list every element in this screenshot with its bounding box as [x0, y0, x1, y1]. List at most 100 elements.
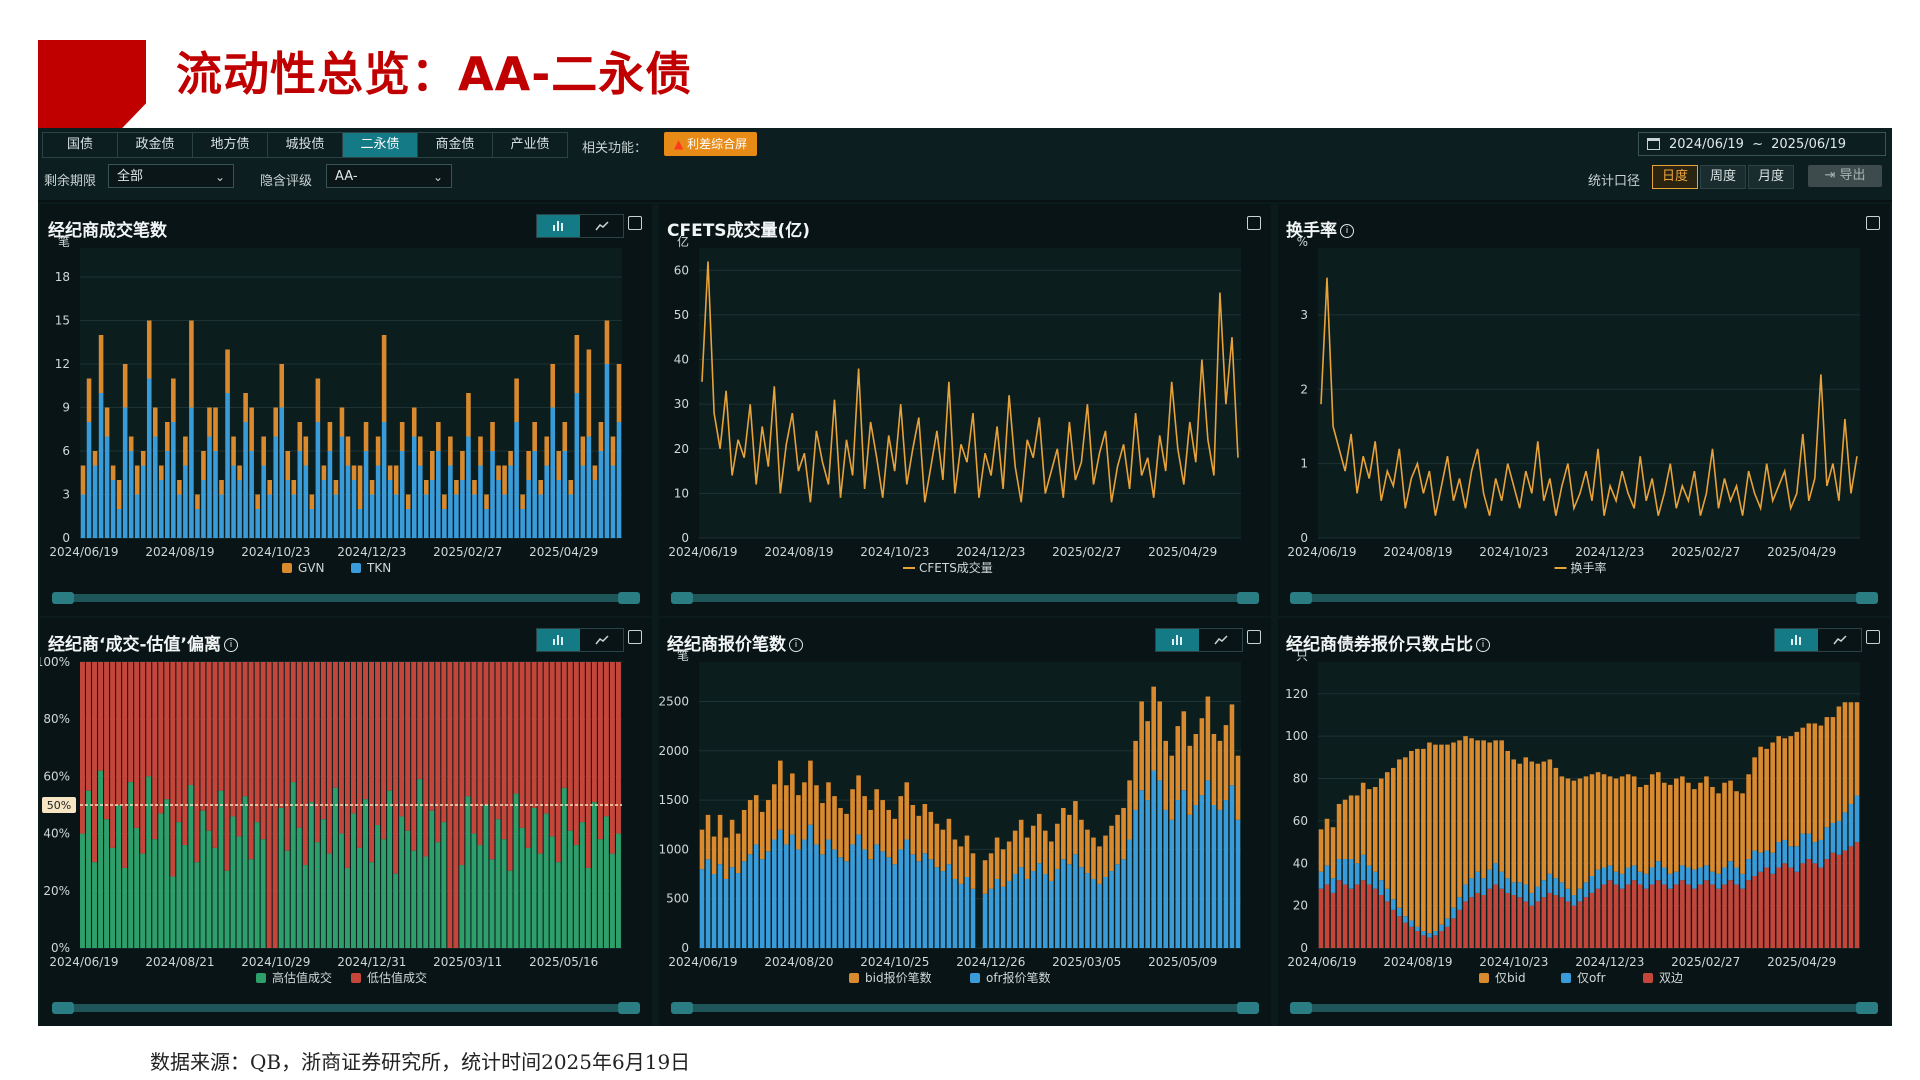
bar-chart-icon[interactable]	[1156, 629, 1199, 651]
bar-segment	[357, 509, 363, 538]
bar-segment	[568, 494, 574, 538]
info-icon[interactable]: i	[1476, 638, 1490, 652]
bar-segment	[1103, 835, 1108, 877]
bar-segment	[1036, 863, 1042, 948]
export-button[interactable]: ⇥ 导出	[1808, 165, 1882, 187]
scroll-handle-left[interactable]	[52, 1002, 74, 1014]
bar-low-valuation	[393, 662, 399, 874]
bar-segment	[1565, 901, 1571, 948]
bar-segment	[146, 378, 152, 538]
scroll-handle-left[interactable]	[1290, 1002, 1312, 1014]
info-icon[interactable]: i	[223, 638, 238, 652]
bar-segment	[1830, 852, 1836, 948]
zoom-scrollbar[interactable]	[671, 1002, 1259, 1014]
bar-high-valuation	[513, 793, 519, 948]
scroll-handle-right[interactable]	[1237, 1002, 1259, 1014]
bar-segment	[159, 480, 164, 538]
zoom-scrollbar[interactable]	[1290, 1002, 1878, 1014]
y-unit-label: 亿	[677, 234, 689, 249]
bar-high-valuation	[615, 833, 621, 948]
bar-segment	[405, 509, 411, 538]
bar-segment	[393, 494, 399, 538]
tab-commercial-financial[interactable]: 商金债	[418, 133, 493, 157]
bar-segment	[892, 864, 898, 948]
bar-high-valuation	[254, 822, 260, 948]
x-tick-label: 2024/12/23	[956, 545, 1025, 559]
legend-label: GVN	[298, 561, 324, 575]
scroll-handle-right[interactable]	[618, 1002, 640, 1014]
expand-icon[interactable]	[1247, 216, 1261, 230]
zoom-scrollbar[interactable]	[52, 1002, 640, 1014]
period-monthly-button[interactable]: 月度	[1748, 165, 1795, 189]
bar-chart-icon[interactable]	[1775, 629, 1818, 651]
expand-icon[interactable]	[1866, 630, 1880, 644]
bar-segment	[592, 465, 598, 480]
bar-segment	[1091, 878, 1096, 948]
bar-segment	[381, 335, 387, 422]
bar-segment	[1710, 786, 1715, 872]
chart-title-text: 经纪商债券报价只数占比	[1286, 635, 1473, 655]
info-icon[interactable]: i	[1340, 224, 1354, 238]
bar-segment	[1734, 867, 1739, 885]
tab-urban-investment[interactable]: 城投债	[268, 133, 343, 157]
bar-high-valuation	[531, 807, 537, 948]
bar-low-valuation	[615, 662, 621, 834]
bar-segment	[303, 436, 309, 466]
line-chart-icon[interactable]	[580, 215, 623, 237]
bar-segment	[1493, 863, 1498, 885]
scroll-handle-left[interactable]	[671, 1002, 693, 1014]
fire-icon: ▲	[674, 137, 684, 151]
tab-industrial[interactable]: 产业债	[510, 137, 550, 152]
date-range-picker[interactable]: 2024/06/19 ~ 2025/06/19	[1638, 132, 1886, 156]
expand-icon[interactable]	[628, 630, 642, 644]
scroll-handle-right[interactable]	[618, 592, 640, 604]
scroll-handle-left[interactable]	[52, 592, 74, 604]
scroll-handle-left[interactable]	[671, 592, 693, 604]
bar-high-valuation	[579, 822, 585, 948]
info-icon[interactable]: i	[789, 638, 803, 652]
tab-tier2-perpetual[interactable]: 二永债	[343, 133, 418, 157]
bar-chart-icon[interactable]	[537, 215, 580, 237]
line-chart-icon[interactable]	[1199, 629, 1242, 651]
y-tick-label: 20%	[43, 884, 70, 898]
scroll-handle-right[interactable]	[1237, 592, 1259, 604]
y-tick-label: 0	[1300, 941, 1308, 955]
tab-policy-bank[interactable]: 政金债	[118, 133, 193, 157]
tab-local-gov[interactable]: 地方债	[193, 133, 268, 157]
x-tick-label: 2024/08/19	[1383, 955, 1452, 969]
bar-segment	[1854, 702, 1860, 796]
remaining-term-select[interactable]: 全部 ⌄	[108, 164, 234, 188]
tab-treasury[interactable]: 国债	[43, 133, 118, 157]
implied-rating-select[interactable]: AA- ⌄	[326, 164, 452, 188]
bar-segment	[165, 422, 170, 451]
bar-segment	[958, 846, 964, 884]
bar-low-valuation	[609, 662, 615, 854]
bar-segment	[225, 349, 230, 393]
y-unit-label: 笔	[58, 234, 70, 249]
bar-segment	[430, 480, 435, 538]
bar-segment	[1067, 864, 1072, 948]
zoom-scrollbar[interactable]	[671, 592, 1259, 604]
line-chart-icon[interactable]	[1818, 629, 1861, 651]
bar-chart-icon[interactable]	[537, 629, 580, 651]
toolbar: 国债 政金债 地方债 城投债 二永债 商金债 产业债 相关功能： ▲ 利差综合屏…	[38, 128, 1892, 202]
expand-icon[interactable]	[628, 216, 642, 230]
bar-segment	[146, 320, 152, 379]
bar-segment	[1012, 830, 1018, 875]
spread-screen-button[interactable]: ▲ 利差综合屏	[664, 132, 758, 156]
zoom-scrollbar[interactable]	[1290, 592, 1878, 604]
bar-high-valuation	[170, 876, 176, 948]
bar-segment	[1193, 733, 1199, 805]
expand-icon[interactable]	[1247, 630, 1261, 644]
period-daily-button[interactable]: 日度	[1652, 165, 1699, 189]
x-tick-label: 2025/04/29	[529, 545, 598, 559]
scroll-handle-right[interactable]	[1856, 592, 1878, 604]
period-weekly-button[interactable]: 周度	[1700, 165, 1747, 189]
zoom-scrollbar[interactable]	[52, 592, 640, 604]
scroll-handle-left[interactable]	[1290, 592, 1312, 604]
scroll-handle-right[interactable]	[1856, 1002, 1878, 1014]
bar-segment	[315, 378, 321, 422]
bar-high-valuation	[483, 805, 489, 948]
expand-icon[interactable]	[1866, 216, 1880, 230]
line-chart-icon[interactable]	[580, 629, 623, 651]
